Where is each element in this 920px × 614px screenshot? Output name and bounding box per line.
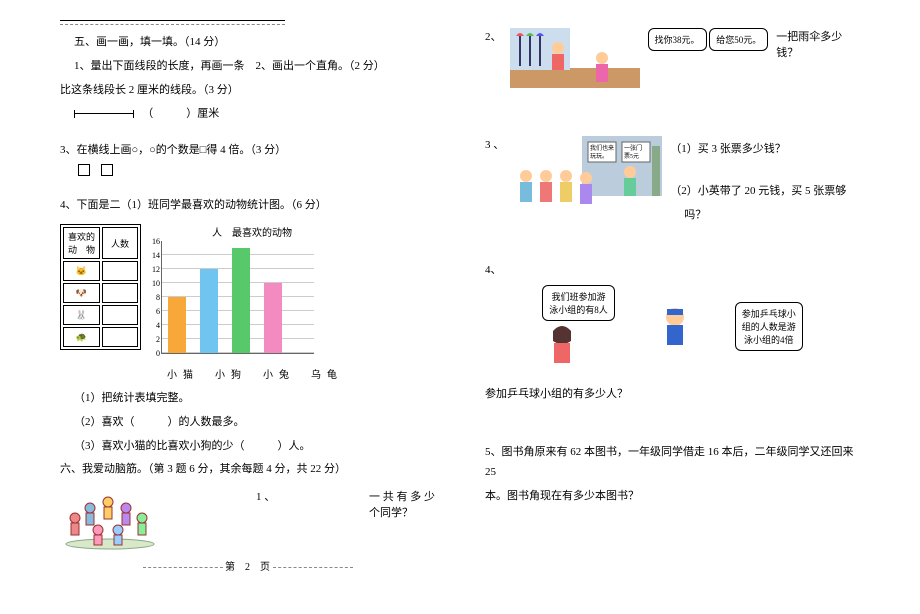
q4-text: 4、下面是二（1）班同学最喜欢的动物统计图。（6 分） [60, 196, 435, 216]
q2: 2、 找你38元。 给您50元。 一把雨伞多少钱？ [485, 28, 860, 90]
right-column: 2、 找你38元。 给您50元。 一把雨伞多少钱？ 3 、 [485, 20, 860, 573]
x-axis-labels: 小猫 小狗 小兔 乌龟 [161, 366, 343, 381]
stats-table: 喜欢的 动 物 人数 🐱 🐶 🐰 🐢 [60, 224, 141, 350]
q3: 3 、 我们也来 玩玩。 一张门 票5元 [485, 136, 860, 229]
q6-1: 1 、 一 共 有 多 少 个同学？ [60, 488, 435, 550]
sign-price: 一张门 [624, 144, 642, 152]
q6-1-label: 1 、 [256, 488, 275, 504]
girl-illustration [542, 321, 582, 367]
q4-num: 4、 [485, 261, 860, 281]
line-segment [74, 113, 134, 114]
bubble-pay: 给您50元。 [709, 28, 768, 51]
q1-line2: 比这条线段长 2 厘米的线段。（3 分） [60, 81, 435, 101]
ruler-unit: （ ）厘米 [142, 108, 219, 120]
page-footer: 第 2 页 [60, 558, 435, 573]
chart-area: 喜欢的 动 物 人数 🐱 🐶 🐰 🐢 人 最喜欢的动物 161412108642… [60, 224, 435, 381]
bar-乌龟 [264, 283, 282, 353]
students-illustration [60, 488, 160, 550]
q6-1-text: 一 共 有 多 少 个同学？ [369, 488, 435, 520]
svg-text:票5元: 票5元 [624, 153, 639, 160]
square-box [78, 164, 90, 176]
q3-sub: （1）买 3 张票多少钱？ （2）小英带了 20 元钱，买 5 张票够 吗？ [670, 136, 860, 229]
ruler-row: （ ）厘米 [74, 104, 435, 124]
q3-2: （2）小英带了 20 元钱，买 5 张票够 [670, 182, 860, 202]
q4-text: 参加乒乓球小组的有多少人？ [485, 385, 860, 405]
bar-小狗 [200, 269, 218, 353]
q6-1-num: 1 、 [256, 491, 275, 503]
chart-title: 最喜欢的动物 [232, 228, 292, 239]
page-number: 第 2 页 [225, 562, 270, 573]
ticket-booth-illustration: 我们也来 玩玩。 一张门 票5元 [512, 136, 662, 216]
boy-illustration [655, 303, 695, 349]
bar-小猫 [168, 297, 186, 353]
q3-num: 3 、 [485, 136, 504, 152]
row-rabbit: 🐰 [63, 305, 100, 325]
q4-1: （1）把统计表填完整。 [74, 389, 435, 409]
q3-2b: 吗？ [684, 206, 860, 226]
bar-chart: 人 最喜欢的动物 1614121086420 小猫 小狗 小兔 乌龟 [161, 224, 343, 381]
q3-boxes [74, 164, 435, 184]
q4-2: （2）喜欢（ ）的人数最多。 [74, 413, 435, 433]
q3-text: 3、在横线上画○，○的个数是□得 4 倍。（3 分） [60, 141, 435, 161]
header-rule [60, 20, 285, 25]
row-turtle: 🐢 [63, 327, 100, 347]
q1-line1: 1、量出下面线段的长度，再画一条 2、画出一个直角。（2 分） [74, 57, 435, 77]
q1-text-a: 1、量出下面线段的长度，再画一条 [74, 60, 245, 72]
q4-scene: 我们班参加游泳小组的有8人 参加乒乓球小组的人数是游泳小组的4倍 [485, 285, 860, 367]
umbrella-shop-illustration [510, 28, 640, 90]
bar-小兔 [232, 248, 250, 353]
q2-num: 2、 [485, 28, 502, 44]
left-column: 五、画一画，填一填。（14 分） 1、量出下面线段的长度，再画一条 2、画出一个… [60, 20, 435, 573]
svg-text:玩玩。: 玩玩。 [590, 153, 608, 160]
th-animal: 喜欢的 动 物 [63, 227, 100, 259]
q1-text-b: 2、画出一个直角。（2 分） [256, 60, 385, 72]
q3-1: （1）买 3 张票多少钱？ [670, 140, 860, 160]
q5-line2: 本。图书角现在有多少本图书？ [485, 487, 860, 507]
y-unit: 人 [212, 228, 222, 239]
row-cat: 🐱 [63, 261, 100, 281]
square-box [101, 164, 113, 176]
sign-play: 我们也来 [590, 144, 614, 152]
bubble-pingpong: 参加乒乓球小组的人数是游泳小组的4倍 [735, 302, 803, 351]
th-count: 人数 [102, 227, 138, 259]
q4-3: （3）喜欢小猫的比喜欢小狗的少（ ）人。 [74, 437, 435, 457]
section-6-title: 六、我爱动脑筋。（第 3 题 6 分，其余每题 4 分，共 22 分） [60, 460, 435, 480]
y-axis-labels: 1614121086420 [146, 235, 160, 361]
q5-line1: 5、图书角原来有 62 本图书，一年级同学借走 16 本后，二年级同学又还回来 … [485, 443, 860, 483]
row-dog: 🐶 [63, 283, 100, 303]
section-5-title: 五、画一画，填一填。（14 分） [74, 33, 435, 53]
q2-text: 一把雨伞多少钱？ [776, 28, 860, 60]
bubble-change: 找你38元。 [648, 28, 707, 51]
bubble-swim: 我们班参加游泳小组的有8人 [542, 285, 615, 321]
